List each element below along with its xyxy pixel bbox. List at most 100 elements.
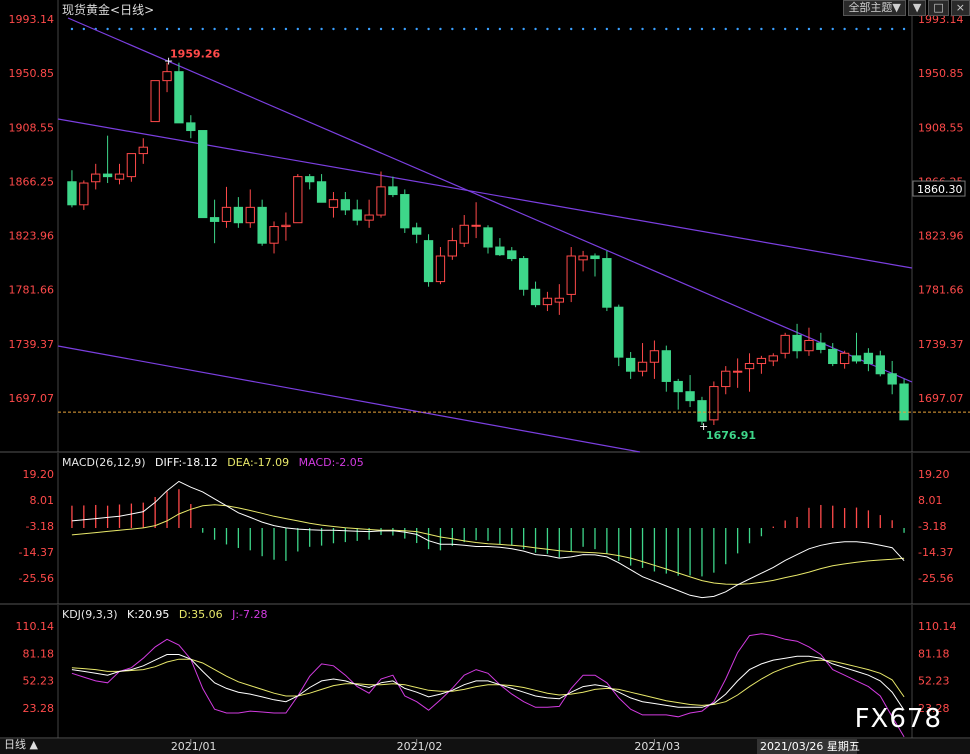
signal-dot: [748, 27, 751, 31]
signal-dot: [676, 27, 680, 31]
kdj-tick-left: 52.23: [23, 675, 55, 688]
signal-dot: [653, 27, 656, 31]
signal-dot: [415, 27, 418, 31]
price-tick-left: 1739.37: [9, 338, 55, 351]
candle-body: [780, 334, 790, 354]
signal-dot: [153, 27, 157, 31]
candle-body: [459, 224, 469, 244]
fx678-logo: FX678: [854, 704, 942, 734]
signal-dot: [760, 27, 763, 31]
signal-dot: [165, 27, 169, 31]
candle-body: [756, 357, 767, 365]
candle-body: [483, 227, 493, 248]
restore-button[interactable]: □: [928, 0, 949, 16]
x-axis-label: 2021/01: [171, 740, 217, 753]
signal-dot: [451, 27, 454, 31]
signal-dot: [736, 27, 739, 31]
chart-header: 现货黄金<日线>: [62, 1, 154, 18]
candle-body: [732, 370, 743, 373]
price-tick-right: 1823.96: [918, 230, 964, 243]
symbol-name: 现货黄金: [62, 3, 111, 17]
x-axis-strip: [0, 739, 970, 754]
candle-body: [471, 224, 481, 227]
candle-body: [364, 214, 374, 221]
signal-dot: [177, 27, 181, 31]
macd-tick-left: 8.01: [30, 494, 55, 507]
candle-body: [744, 363, 755, 370]
macd-tick-right: 19.20: [918, 468, 950, 481]
candle-body: [828, 348, 838, 365]
signal-dot: [367, 27, 371, 31]
signal-dot: [879, 27, 882, 31]
kdj-d-value: D:35.06: [178, 608, 223, 621]
candle-body: [186, 122, 196, 132]
signal-dot: [558, 27, 561, 31]
signal-dot: [522, 27, 525, 31]
candle-body: [340, 199, 351, 211]
candle-body: [102, 173, 113, 178]
trend-line: [57, 345, 641, 453]
signal-dot: [688, 27, 692, 31]
signal-dot: [546, 27, 549, 31]
x-axis-label: 2021/02: [397, 740, 443, 753]
candle-body: [400, 194, 410, 229]
macd-tick-left: -14.37: [19, 546, 54, 559]
candle-body: [388, 186, 398, 196]
candle-body: [221, 206, 232, 222]
macd-diff-line: [71, 480, 905, 599]
candle-body: [293, 176, 303, 224]
macd-dea-line: [71, 504, 905, 585]
signal-dot: [700, 27, 704, 31]
close-button[interactable]: ×: [950, 0, 970, 16]
kdj-tick-left: 81.18: [23, 647, 55, 660]
toolbar: 全部主题▼ ▼ □ ×: [843, 0, 970, 16]
candle-body: [554, 297, 564, 303]
kdj-k-line: [71, 654, 905, 711]
macd-dea-value: DEA:-17.09: [227, 456, 290, 469]
price-tick-left: 1993.14: [9, 13, 55, 26]
candle-body: [804, 339, 814, 352]
theme-dropdown-button[interactable]: 全部主题▼: [843, 0, 906, 16]
candle-body: [376, 186, 386, 216]
candle-body: [721, 370, 731, 388]
candle-body: [768, 355, 778, 362]
candle-body: [79, 182, 89, 206]
candle-body: [328, 199, 339, 208]
kdj-title: KDJ(9,3,3): [62, 608, 118, 621]
candle-body: [602, 258, 612, 308]
candle-body: [162, 71, 172, 82]
candle-body: [637, 361, 648, 372]
candle-body: [495, 246, 505, 256]
candle-body: [816, 342, 826, 350]
signal-dot: [439, 27, 442, 31]
macd-tick-right: 8.01: [918, 494, 943, 507]
price-tick-left: 1781.66: [9, 284, 55, 297]
candle-body: [839, 352, 850, 365]
signal-dot: [106, 27, 109, 31]
kdj-d-line: [71, 658, 905, 706]
price-tick-right: 1950.85: [918, 67, 964, 80]
candle-body: [305, 176, 315, 183]
timeframe-selector[interactable]: <日线>: [110, 3, 155, 17]
kdj-tick-left: 110.14: [16, 620, 55, 633]
candle-body: [542, 297, 553, 306]
signal-dot: [379, 27, 383, 31]
cursor-date-label: 2021/03/26 星期五: [760, 740, 860, 753]
candle-body: [269, 226, 279, 244]
signal-dot: [629, 27, 632, 31]
signal-dot: [795, 27, 799, 31]
signal-dot: [498, 27, 502, 31]
candle-body: [114, 173, 125, 180]
macd-tick-right: -14.37: [918, 546, 953, 559]
signal-dot: [570, 27, 573, 31]
price-tick-right: 1993.14: [918, 13, 964, 26]
candle-body: [697, 400, 707, 422]
signal-dot: [867, 27, 870, 31]
low-marker: +: [699, 420, 708, 433]
signal-dot: [118, 27, 121, 31]
collapse-button[interactable]: ▼: [907, 0, 927, 16]
candle-body: [126, 153, 137, 178]
timeframe-tab[interactable]: 日线 ▲: [4, 738, 38, 751]
price-tick-right: 1697.07: [918, 392, 964, 405]
